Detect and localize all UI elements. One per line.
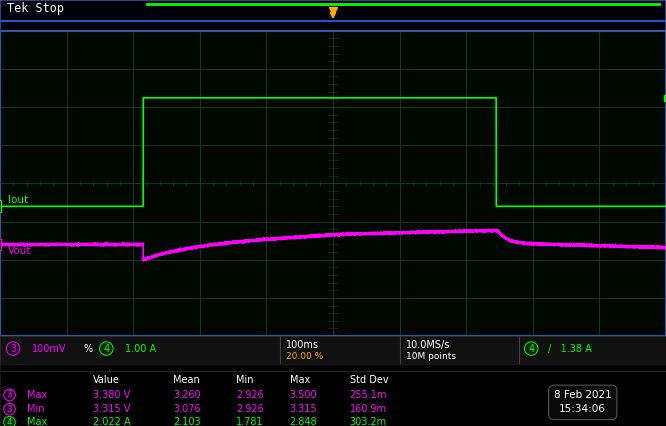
- Text: Max: Max: [27, 417, 47, 426]
- Text: 3.500: 3.500: [290, 390, 317, 400]
- Text: 2.022 A: 2.022 A: [93, 417, 131, 426]
- Text: Mean: Mean: [173, 375, 200, 385]
- Text: 3.076: 3.076: [173, 404, 200, 414]
- Text: 4: 4: [103, 344, 109, 354]
- Text: 20.00 %: 20.00 %: [286, 351, 324, 360]
- Text: /   1.38 A: / 1.38 A: [548, 344, 592, 354]
- Text: 160.9m: 160.9m: [350, 404, 387, 414]
- Text: 3.380 V: 3.380 V: [93, 390, 131, 400]
- Text: Tek Stop: Tek Stop: [7, 2, 64, 15]
- Text: 303.2m: 303.2m: [350, 417, 387, 426]
- Text: 10M points: 10M points: [406, 351, 456, 360]
- Text: %: %: [83, 344, 93, 354]
- Text: 100mV: 100mV: [32, 344, 67, 354]
- Text: 3: 3: [7, 390, 13, 400]
- Text: Min: Min: [236, 375, 254, 385]
- Text: 2.926: 2.926: [236, 404, 264, 414]
- Text: Min: Min: [27, 404, 44, 414]
- Text: 1.00 A: 1.00 A: [125, 344, 157, 354]
- Text: Iout: Iout: [8, 195, 28, 205]
- Text: 2.848: 2.848: [290, 417, 317, 426]
- Text: Max: Max: [27, 390, 47, 400]
- Text: Max: Max: [290, 375, 310, 385]
- Text: Std Dev: Std Dev: [350, 375, 388, 385]
- Text: 4: 4: [7, 418, 12, 426]
- Text: 3.315: 3.315: [290, 404, 317, 414]
- Text: 100ms: 100ms: [286, 340, 320, 350]
- Text: 3: 3: [7, 405, 13, 414]
- Text: 4: 4: [528, 344, 534, 354]
- Text: Vout: Vout: [8, 246, 31, 256]
- Text: 255.1m: 255.1m: [350, 390, 387, 400]
- Text: 1.781: 1.781: [236, 417, 264, 426]
- Text: Value: Value: [93, 375, 120, 385]
- Text: 2.926: 2.926: [236, 390, 264, 400]
- Text: 2.103: 2.103: [173, 417, 200, 426]
- Text: 3: 3: [10, 344, 16, 354]
- Text: 8 Feb 2021
15:34:06: 8 Feb 2021 15:34:06: [554, 390, 611, 414]
- Text: 3.315 V: 3.315 V: [93, 404, 131, 414]
- Text: 3.260: 3.260: [173, 390, 200, 400]
- Text: 10.0MS/s: 10.0MS/s: [406, 340, 451, 350]
